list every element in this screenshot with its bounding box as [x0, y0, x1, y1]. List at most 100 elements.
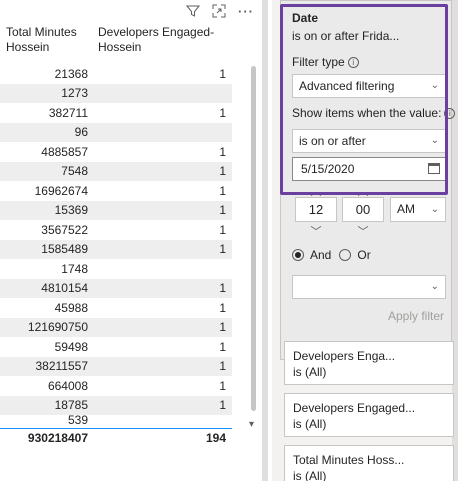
show-items-label: Show items when the value: i [292, 106, 456, 120]
column-header-total-minutes[interactable]: Total Minutes Hossein [6, 25, 96, 55]
or-label: Or [357, 248, 371, 262]
table-row[interactable]: 15369 1 [0, 200, 232, 220]
minutes-cell: 21368 [54, 66, 88, 81]
table-row[interactable]: 1748 [0, 259, 232, 279]
apply-filter-button[interactable]: Apply filter [388, 309, 445, 323]
and-or-radio-group: And Or [292, 248, 379, 262]
column-header-developers-engaged[interactable]: Developers Engaged- Hossein [98, 25, 238, 55]
minutes-cell: 1748 [61, 261, 88, 276]
filter-title[interactable]: Date [292, 11, 319, 25]
info-icon[interactable]: i [444, 108, 456, 119]
second-condition-dropdown[interactable]: ⌄ [292, 275, 446, 299]
chevron-down-icon: ⌄ [430, 281, 439, 292]
table-row[interactable]: 18785 1 [0, 395, 232, 415]
developers-cell: 1 [219, 378, 226, 393]
scroll-down-icon[interactable]: ▾ [249, 419, 255, 430]
table-row[interactable]: 59498 1 [0, 337, 232, 357]
condition-value: is on or after [299, 134, 366, 148]
table-row[interactable]: 96 [0, 122, 232, 142]
developers-cell: 1 [219, 339, 226, 354]
table-row[interactable]: 1585489 1 [0, 239, 232, 259]
ampm-dropdown[interactable]: AM ⌄ [390, 197, 446, 222]
total-developers-value: 194 [205, 431, 226, 445]
more-options-icon[interactable]: ··· [238, 4, 254, 19]
minutes-cell: 45988 [54, 300, 88, 315]
condition-dropdown[interactable]: is on or after ⌄ [292, 129, 446, 153]
minutes-cell: 7548 [61, 164, 88, 179]
filter-card-title: Developers Enga... [293, 349, 396, 363]
minutes-cell: 16962674 [34, 183, 88, 198]
developers-cell: 1 [219, 203, 226, 218]
filter-pane-scrollbar[interactable] [452, 0, 458, 481]
or-radio[interactable] [339, 249, 352, 261]
filter-type-label-text: Filter type [292, 55, 345, 69]
filter-icon[interactable] [185, 4, 201, 22]
minutes-cell: 96 [74, 125, 88, 140]
info-icon[interactable]: i [347, 57, 359, 68]
minutes-cell: 1273 [61, 86, 88, 101]
table-row[interactable]: 4810154 1 [0, 278, 232, 298]
developers-cell: 1 [219, 183, 226, 198]
developers-cell: 1 [219, 66, 226, 81]
developers-cell: 1 [219, 105, 226, 120]
visual-header: ··· [182, 3, 262, 21]
focus-mode-icon[interactable] [212, 4, 226, 22]
table-row[interactable]: 664008 1 [0, 376, 232, 396]
minutes-cell: 4810154 [41, 281, 88, 296]
scroll-thumb[interactable] [251, 66, 256, 411]
minutes-cell: 3567522 [41, 222, 88, 237]
developers-cell: 1 [219, 144, 226, 159]
developers-cell: 1 [219, 359, 226, 374]
minutes-cell: 4885857 [41, 144, 88, 159]
column-header-line: Hossein [6, 40, 50, 54]
filter-card-summary: is (All) [293, 469, 327, 481]
filter-card-total-minutes[interactable]: Total Minutes Hoss... is (All) [284, 445, 454, 481]
calendar-icon[interactable] [428, 163, 440, 174]
minutes-cell: 539 [67, 415, 88, 427]
minute-decrement-icon[interactable]: ﹀ [357, 226, 369, 238]
minutes-cell: 1585489 [41, 242, 88, 257]
pane-divider [262, 0, 268, 481]
developers-cell: 1 [219, 281, 226, 296]
show-items-label-text: Show items when the value: [292, 106, 442, 120]
minutes-cell: 15369 [54, 203, 88, 218]
filter-card-summary: is (All) [293, 417, 327, 431]
table-row[interactable]: 539 [0, 415, 232, 427]
developers-cell: 1 [219, 164, 226, 179]
table-row[interactable]: 45988 1 [0, 298, 232, 318]
date-input[interactable]: 5/15/2020 [292, 157, 446, 181]
table-visual: ··· Total Minutes Hossein Developers Eng… [0, 3, 262, 445]
hour-decrement-icon[interactable]: ﹀ [310, 226, 322, 238]
table-row[interactable]: 21368 1 [0, 64, 232, 84]
minutes-cell: 664008 [47, 378, 88, 393]
column-header-line: Hossein [98, 40, 142, 54]
table-scrollbar[interactable]: ▾ [247, 64, 260, 436]
minutes-cell: 38211557 [35, 359, 89, 374]
filter-summary: is on or after Frida... [292, 29, 400, 43]
table-row[interactable]: 7548 1 [0, 161, 232, 181]
filter-type-label: Filter type i [292, 55, 359, 69]
minutes-cell: 59498 [54, 339, 88, 354]
column-header-line: Total Minutes [6, 25, 77, 39]
minutes-cell: 121690750 [27, 320, 88, 335]
table-row[interactable]: 16962674 1 [0, 181, 232, 201]
total-minutes-value: 930218407 [27, 431, 88, 445]
filter-type-dropdown[interactable]: Advanced filtering ⌄ [292, 74, 446, 98]
minutes-cell: 382711 [48, 105, 88, 120]
hour-input[interactable]: 12 [295, 197, 337, 222]
filter-type-value: Advanced filtering [299, 79, 395, 93]
column-header-line: Developers Engaged- [98, 25, 215, 39]
chevron-down-icon: ⌄ [430, 80, 439, 91]
table-row[interactable]: 382711 1 [0, 103, 232, 123]
minute-input[interactable]: 00 [342, 197, 384, 222]
table-row[interactable]: 3567522 1 [0, 220, 232, 240]
minutes-cell: 18785 [54, 398, 88, 413]
and-radio[interactable] [292, 249, 304, 261]
developers-cell: 1 [219, 242, 226, 257]
filter-card-developers-engaged[interactable]: Developers Engaged... is (All) [284, 393, 454, 437]
table-row[interactable]: 38211557 1 [0, 356, 232, 376]
filter-card-developers-enga[interactable]: Developers Enga... is (All) [284, 341, 454, 385]
table-row[interactable]: 4885857 1 [0, 142, 232, 162]
table-row[interactable]: 121690750 1 [0, 317, 232, 337]
table-row[interactable]: 1273 [0, 83, 232, 103]
